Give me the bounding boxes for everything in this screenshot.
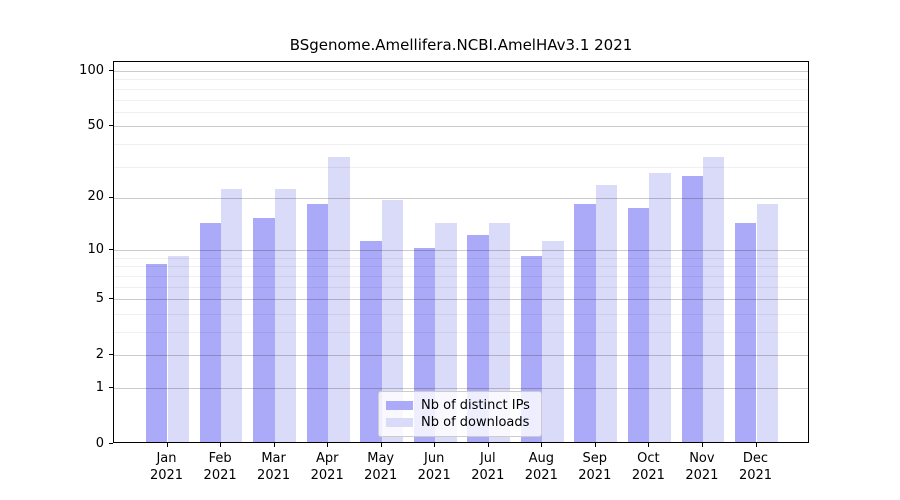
x-tick-label-dec: Dec 2021 bbox=[738, 451, 773, 483]
bar-feb-ips bbox=[199, 223, 222, 442]
plot-area bbox=[113, 61, 809, 443]
bar-mar-downloads bbox=[274, 188, 296, 442]
y-tick-5 bbox=[109, 298, 113, 300]
bar-feb-downloads bbox=[221, 188, 243, 442]
x-tick-may bbox=[380, 443, 382, 447]
x-tick-oct bbox=[648, 443, 650, 447]
gridline-3 bbox=[114, 332, 808, 333]
bar-jun-downloads bbox=[435, 223, 457, 442]
legend: Nb of distinct IPs Nb of downloads bbox=[378, 391, 542, 437]
bar-nov-downloads bbox=[702, 157, 725, 442]
gridline-50 bbox=[114, 126, 808, 128]
x-tick-jul bbox=[487, 443, 489, 447]
x-tick-aug bbox=[541, 443, 543, 447]
legend-label-downloads: Nb of downloads bbox=[421, 415, 530, 430]
distinct-ips-swatch bbox=[386, 401, 413, 410]
y-tick-10 bbox=[109, 249, 113, 251]
gridline-30 bbox=[114, 166, 808, 168]
gridline-4 bbox=[114, 313, 808, 315]
x-tick-label-nov: Nov 2021 bbox=[685, 451, 719, 483]
x-tick-dec bbox=[755, 443, 757, 447]
x-tick-label-apr: Apr 2021 bbox=[310, 451, 344, 483]
gridline-100 bbox=[114, 71, 808, 72]
bar-nov-ips bbox=[681, 175, 703, 442]
y-tick-label-2: 2 bbox=[95, 346, 104, 362]
bar-oct-downloads bbox=[649, 172, 671, 442]
bar-sep-downloads bbox=[595, 185, 618, 442]
x-tick-jan bbox=[166, 443, 168, 447]
y-tick-label-50: 50 bbox=[87, 117, 104, 133]
y-tick-label-5: 5 bbox=[95, 290, 104, 306]
legend-row-distinct-ips: Nb of distinct IPs bbox=[386, 397, 533, 414]
x-tick-nov bbox=[701, 443, 703, 447]
x-tick-label-sep: Sep 2021 bbox=[578, 451, 612, 483]
bar-aug-downloads bbox=[542, 241, 564, 442]
gridline-80 bbox=[114, 88, 808, 90]
gridline-10 bbox=[114, 250, 808, 252]
x-tick-label-feb: Feb 2021 bbox=[203, 451, 237, 483]
bar-apr-downloads bbox=[328, 157, 350, 442]
bar-dec-downloads bbox=[756, 204, 778, 442]
x-tick-feb bbox=[220, 443, 222, 447]
bar-mar-ips bbox=[253, 217, 275, 442]
gridline-9 bbox=[114, 257, 808, 259]
gridline-2 bbox=[114, 355, 808, 357]
bar-dec-ips bbox=[735, 223, 757, 442]
legend-row-downloads: Nb of downloads bbox=[386, 414, 533, 431]
x-tick-jun bbox=[434, 443, 436, 447]
gridline-6 bbox=[114, 286, 808, 288]
y-tick-2 bbox=[109, 354, 113, 356]
x-tick-mar bbox=[273, 443, 275, 447]
gridline-40 bbox=[114, 143, 808, 145]
x-tick-label-jan: Jan 2021 bbox=[149, 451, 184, 483]
x-tick-label-aug: Aug 2021 bbox=[524, 451, 558, 483]
y-tick-label-1: 1 bbox=[95, 379, 104, 395]
chart-title: BSgenome.Amellifera.NCBI.AmelHAv3.1 2021 bbox=[289, 36, 633, 54]
x-tick-sep bbox=[594, 443, 596, 447]
x-tick-label-mar: Mar 2021 bbox=[257, 451, 291, 483]
bar-jan-downloads bbox=[167, 255, 189, 442]
gridline-20 bbox=[114, 197, 808, 199]
gridline-60 bbox=[114, 111, 808, 113]
bar-jul-ips bbox=[467, 234, 489, 442]
y-tick-label-20: 20 bbox=[87, 189, 104, 205]
x-tick-apr bbox=[327, 443, 329, 447]
y-tick-label-0: 0 bbox=[95, 435, 104, 451]
y-tick-1 bbox=[109, 387, 113, 388]
bar-oct-ips bbox=[628, 208, 650, 442]
bar-may-downloads bbox=[381, 199, 404, 442]
gridline-70 bbox=[114, 99, 808, 101]
y-tick-50 bbox=[109, 125, 113, 127]
bar-may-ips bbox=[360, 241, 382, 442]
x-tick-label-jun: Jun 2021 bbox=[417, 451, 451, 483]
y-tick-label-10: 10 bbox=[87, 241, 104, 257]
gridline-7 bbox=[114, 275, 808, 277]
bar-jul-downloads bbox=[488, 223, 511, 442]
gridline-90 bbox=[114, 79, 808, 81]
bar-apr-ips bbox=[306, 204, 329, 442]
downloads-swatch bbox=[386, 418, 413, 427]
bar-jan-ips bbox=[146, 264, 168, 442]
legend-label-distinct-ips: Nb of distinct IPs bbox=[421, 398, 530, 413]
bar-sep-ips bbox=[574, 204, 596, 442]
y-tick-label-100: 100 bbox=[79, 62, 104, 78]
gridline-5 bbox=[114, 299, 808, 301]
x-tick-label-jul: Jul 2021 bbox=[471, 451, 505, 483]
y-tick-0 bbox=[109, 443, 113, 444]
x-tick-label-oct: Oct 2021 bbox=[631, 451, 665, 483]
gridline-1 bbox=[114, 388, 808, 389]
gridline-8 bbox=[114, 266, 808, 268]
y-tick-100 bbox=[109, 70, 113, 71]
y-tick-20 bbox=[109, 196, 113, 198]
x-tick-label-may: May 2021 bbox=[364, 451, 398, 483]
